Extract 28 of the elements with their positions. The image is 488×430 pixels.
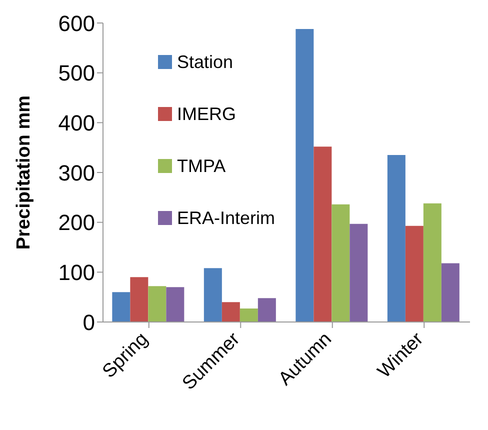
bar [350, 224, 368, 322]
legend-label: TMPA [177, 156, 226, 176]
bar [222, 302, 240, 322]
bar [148, 286, 166, 322]
bar [166, 287, 184, 322]
bar [130, 277, 148, 322]
y-axis-title: Precipitation mm [14, 95, 35, 250]
bar [296, 28, 314, 322]
bar [387, 155, 406, 322]
y-tick-label: 300 [58, 160, 95, 186]
bar [204, 268, 222, 322]
y-tick-label: 600 [58, 10, 95, 36]
y-tick-label: 200 [58, 210, 95, 236]
bar [423, 203, 442, 322]
bar [441, 263, 460, 322]
y-tick-label: 400 [58, 110, 95, 136]
bar [332, 204, 350, 322]
bar [405, 226, 424, 322]
legend-label: Station [177, 52, 234, 72]
bar [240, 308, 258, 322]
y-tick-label: 500 [58, 60, 95, 86]
y-tick-label: 0 [82, 310, 95, 335]
legend-label: ERA-Interim [177, 208, 276, 228]
y-tick-label: 100 [58, 260, 95, 285]
bar [258, 298, 276, 322]
bar [314, 146, 332, 322]
bar [112, 292, 130, 322]
legend-label: IMERG [177, 104, 236, 124]
